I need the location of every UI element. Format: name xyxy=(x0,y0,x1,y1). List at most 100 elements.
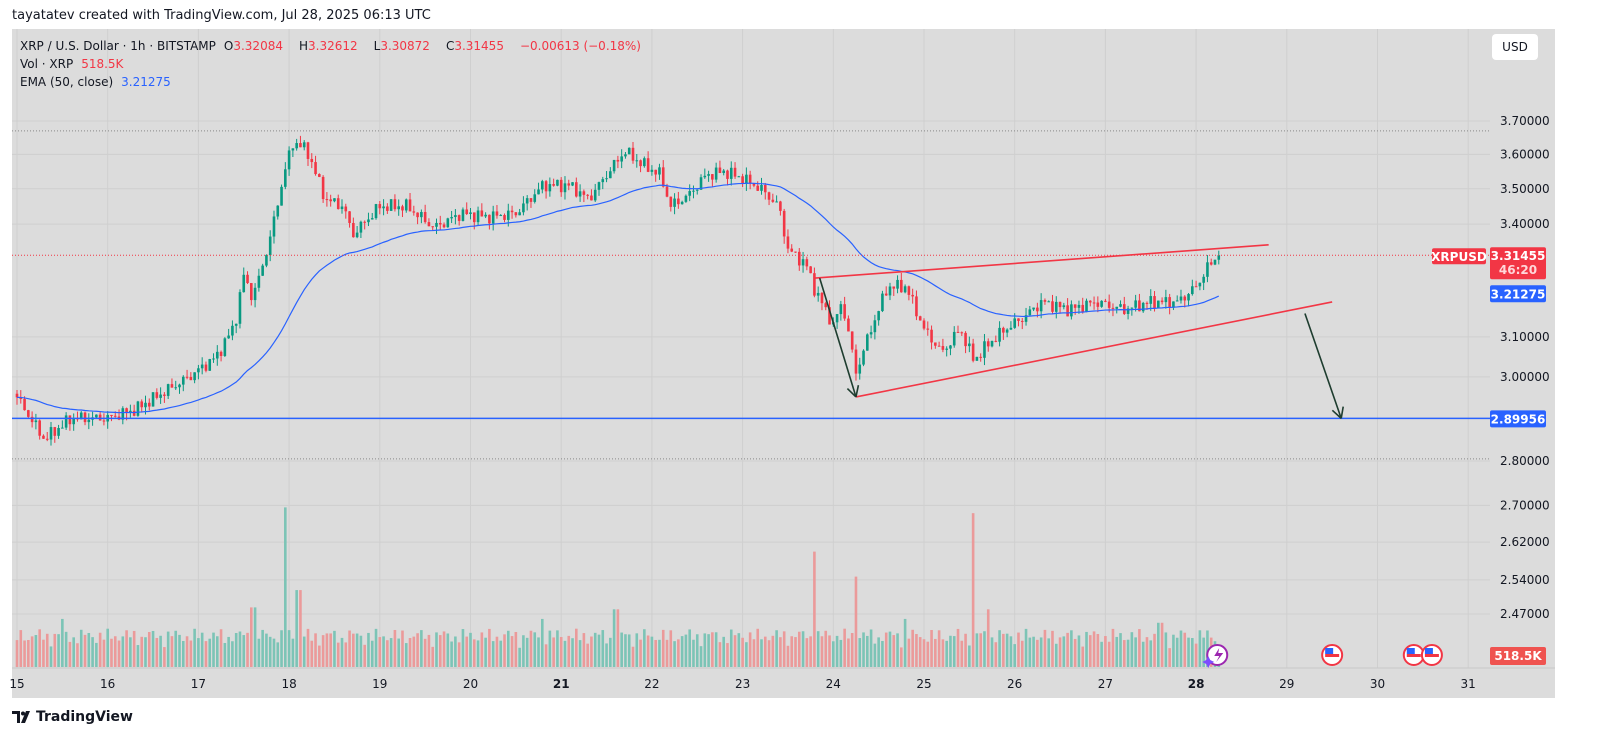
candle-body xyxy=(488,214,491,224)
candle xyxy=(586,194,589,200)
volume-bar xyxy=(1085,631,1088,667)
candle-body xyxy=(843,304,846,319)
candle-body xyxy=(1111,307,1115,309)
candle-body xyxy=(329,199,332,202)
volume-bar xyxy=(673,641,676,667)
candle xyxy=(729,161,733,186)
arrow-drawing xyxy=(818,277,860,398)
candle-body xyxy=(975,356,979,361)
volume-bar xyxy=(1070,630,1073,667)
candle-body xyxy=(1202,276,1205,283)
volume-badge-text: 518.5K xyxy=(1494,649,1542,663)
candle xyxy=(261,263,264,276)
candle-body xyxy=(136,401,140,416)
candle-body xyxy=(306,142,310,159)
candle-body xyxy=(714,167,718,180)
volume-bar xyxy=(129,637,132,667)
candle xyxy=(707,170,710,182)
candle-body xyxy=(416,212,419,218)
volume-bar xyxy=(1119,633,1122,667)
candle xyxy=(193,372,196,384)
volume-bar xyxy=(1183,632,1187,667)
volume-bar xyxy=(423,638,427,667)
time-tick-label: 21 xyxy=(553,677,570,691)
volume-bar xyxy=(1149,640,1153,667)
volume-bar xyxy=(873,643,877,667)
candle-body xyxy=(760,185,763,191)
candle-body xyxy=(990,340,994,347)
volume-bar xyxy=(144,637,147,667)
currency-button[interactable]: USD xyxy=(1492,34,1538,60)
candle-body xyxy=(193,372,196,381)
candle-body xyxy=(310,158,314,163)
candle-body xyxy=(204,364,208,371)
volume-bar xyxy=(457,642,461,667)
candle-body xyxy=(949,345,952,349)
candle-body xyxy=(1077,304,1081,308)
candle xyxy=(181,375,185,392)
volume-bar xyxy=(121,636,125,667)
candle xyxy=(1051,294,1054,315)
candle-body xyxy=(1194,286,1198,288)
candle-body xyxy=(321,176,325,200)
candle-body xyxy=(726,170,729,179)
candle-body xyxy=(956,331,960,333)
candle-body xyxy=(367,219,370,223)
candle xyxy=(1073,304,1077,315)
volume-bar xyxy=(695,634,699,667)
candle-body xyxy=(915,296,918,317)
volume-bar xyxy=(1157,622,1160,667)
volume-bar xyxy=(1100,641,1103,667)
candle-body xyxy=(95,414,98,418)
candle-body xyxy=(1005,329,1009,333)
volume-bar xyxy=(1058,637,1062,667)
candle-body xyxy=(722,170,726,174)
candle-body xyxy=(1020,320,1024,322)
price-tick-label: 2.80000 xyxy=(1500,454,1550,468)
volume-bar xyxy=(514,631,518,667)
candle xyxy=(1066,298,1069,317)
candle xyxy=(287,146,291,176)
volume-bar xyxy=(125,630,128,667)
time-tick-label: 28 xyxy=(1188,677,1205,691)
candle xyxy=(907,285,911,301)
price-tick-label: 3.40000 xyxy=(1500,217,1550,231)
price-tick-label: 3.70000 xyxy=(1500,114,1550,128)
chart-panel[interactable] xyxy=(12,29,1555,698)
tradingview-logo[interactable]: TradingView xyxy=(12,709,133,725)
candle-body xyxy=(499,215,503,217)
candle-body xyxy=(102,420,106,422)
candle-body xyxy=(38,420,41,436)
candle xyxy=(227,328,230,339)
volume-bar xyxy=(563,640,567,667)
candle xyxy=(272,210,276,244)
candle-body xyxy=(412,211,416,213)
candle-body xyxy=(1213,259,1217,265)
candle xyxy=(873,314,877,340)
candle-body xyxy=(472,212,476,223)
candle xyxy=(151,392,155,407)
volume-bar xyxy=(688,629,691,667)
candle-body xyxy=(900,279,903,293)
volume-bar xyxy=(903,618,907,667)
candle xyxy=(178,383,181,394)
candle-body xyxy=(692,190,695,192)
candle-body xyxy=(646,158,650,172)
volume-bar xyxy=(174,630,178,667)
candle-body xyxy=(386,206,389,211)
legend-ema-row[interactable]: EMA (50, close) 3.21275 xyxy=(20,75,171,89)
candle-body xyxy=(522,203,525,213)
candle xyxy=(140,399,144,413)
legend-volume-row[interactable]: Vol · XRP 518.5K xyxy=(20,57,124,71)
candle-body xyxy=(1051,301,1054,312)
candle-body xyxy=(1047,301,1051,303)
candle xyxy=(53,426,57,443)
candle xyxy=(223,337,227,357)
volume-bar xyxy=(771,635,775,667)
symbol-name[interactable]: XRP / U.S. Dollar · 1h · BITSTAMP xyxy=(20,39,216,53)
candle-body xyxy=(884,293,888,296)
volume-bar xyxy=(601,630,605,667)
volume-bar xyxy=(896,633,899,667)
